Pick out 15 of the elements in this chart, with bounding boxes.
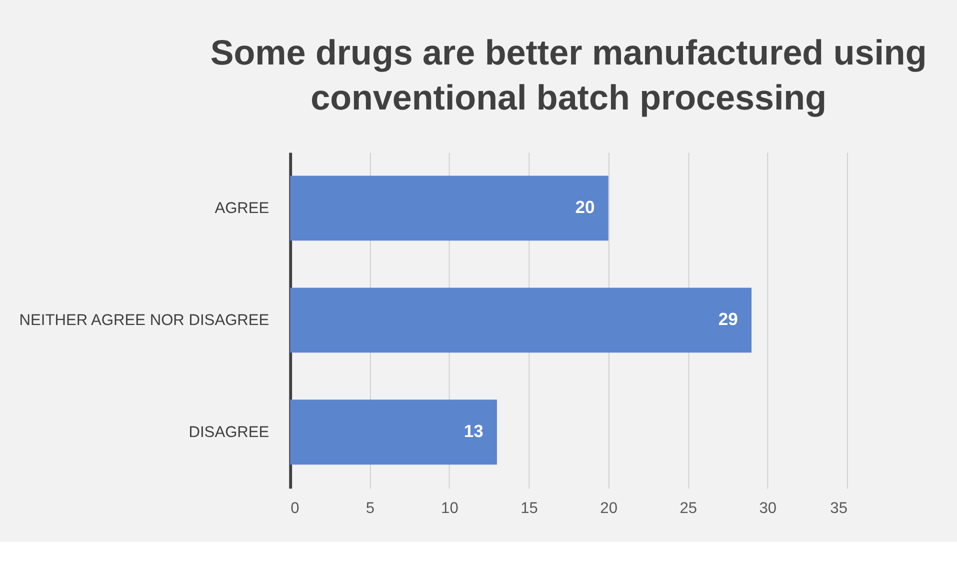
x-tick-label: 15 [520, 500, 538, 517]
y-tick-label: AGREE [214, 200, 270, 218]
x-tick-label: 0 [290, 500, 300, 517]
x-tick-label: 30 [759, 500, 777, 517]
x-tick-label: 20 [600, 500, 618, 517]
x-tick-label: 25 [680, 500, 698, 517]
data-label: 20 [575, 197, 595, 218]
x-tick-label: 5 [366, 500, 374, 517]
y-tick-label: DISAGREE [188, 424, 270, 441]
x-tick-label: 35 [830, 500, 848, 517]
y-tick-label: NEITHER AGREE NOR DISAGREE [19, 312, 270, 330]
data-label: 29 [718, 309, 738, 330]
chart-title: Some drugs are better manufactured using conventional batch processing [210, 34, 927, 118]
x-tick-label: 10 [441, 500, 459, 517]
data-label: 13 [464, 420, 484, 441]
